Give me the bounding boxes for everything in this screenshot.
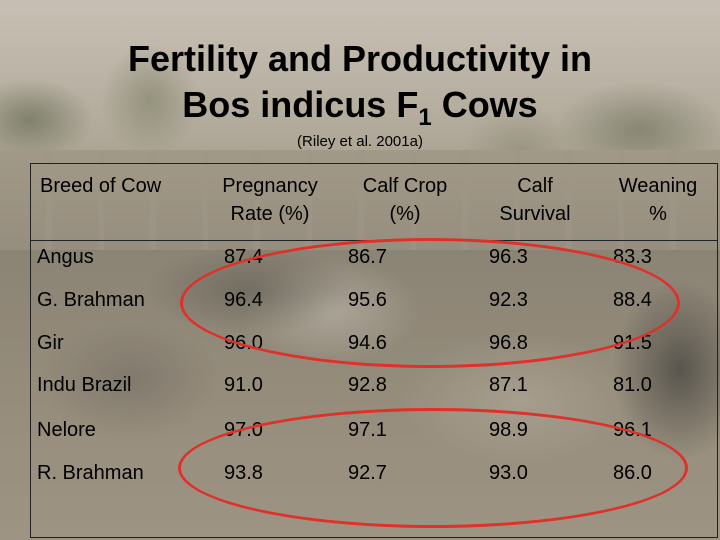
column-header: Breed of Cow — [40, 172, 200, 200]
column-header-line: (%) — [389, 203, 421, 225]
column-header-line: Survival — [499, 203, 571, 225]
citation: (Riley et al. 2001a) — [297, 133, 423, 150]
column-header-line: Breed of Cow — [40, 175, 162, 197]
annotation-ellipse-bottom — [178, 408, 688, 528]
breed-name-cell: Gir — [37, 332, 64, 354]
annotation-ellipse-top — [180, 238, 680, 368]
column-header-line: Calf — [517, 175, 553, 197]
column-header: Calf Crop (%) — [340, 172, 470, 228]
title-subscript: 1 — [418, 104, 432, 131]
title-line-2-text: Bos indicus F — [182, 84, 419, 125]
column-header-line: Weaning — [618, 175, 698, 197]
title-line-2-suffix: Cows — [431, 84, 538, 125]
data-table-frame — [30, 163, 718, 538]
breed-name-cell: Indu Brazil — [37, 374, 132, 396]
value-cell: 91.0 — [224, 374, 263, 396]
breed-name-cell: R. Brahman — [37, 462, 144, 484]
column-header: Pregnancy Rate (%) — [200, 172, 340, 228]
column-header-line: % — [649, 203, 667, 225]
value-cell: 87.1 — [489, 374, 528, 396]
value-cell: 92.8 — [348, 374, 387, 396]
title-line-2: Bos indicus F1 Cows — [0, 82, 720, 141]
slide-title: Fertility and Productivity in Bos indicu… — [0, 36, 720, 141]
column-header-line: Rate (%) — [230, 203, 310, 225]
breed-name-cell: Nelore — [37, 419, 96, 441]
breed-name-cell: G. Brahman — [37, 289, 145, 311]
column-header: Calf Survival — [470, 172, 600, 228]
breed-name-cell: Angus — [37, 246, 94, 268]
title-line-1: Fertility and Productivity in — [127, 38, 593, 79]
column-header: Weaning% — [598, 172, 718, 228]
value-cell: 81.0 — [613, 374, 652, 396]
column-header-line: Calf Crop — [362, 175, 448, 197]
column-header-line: Pregnancy — [222, 175, 318, 197]
